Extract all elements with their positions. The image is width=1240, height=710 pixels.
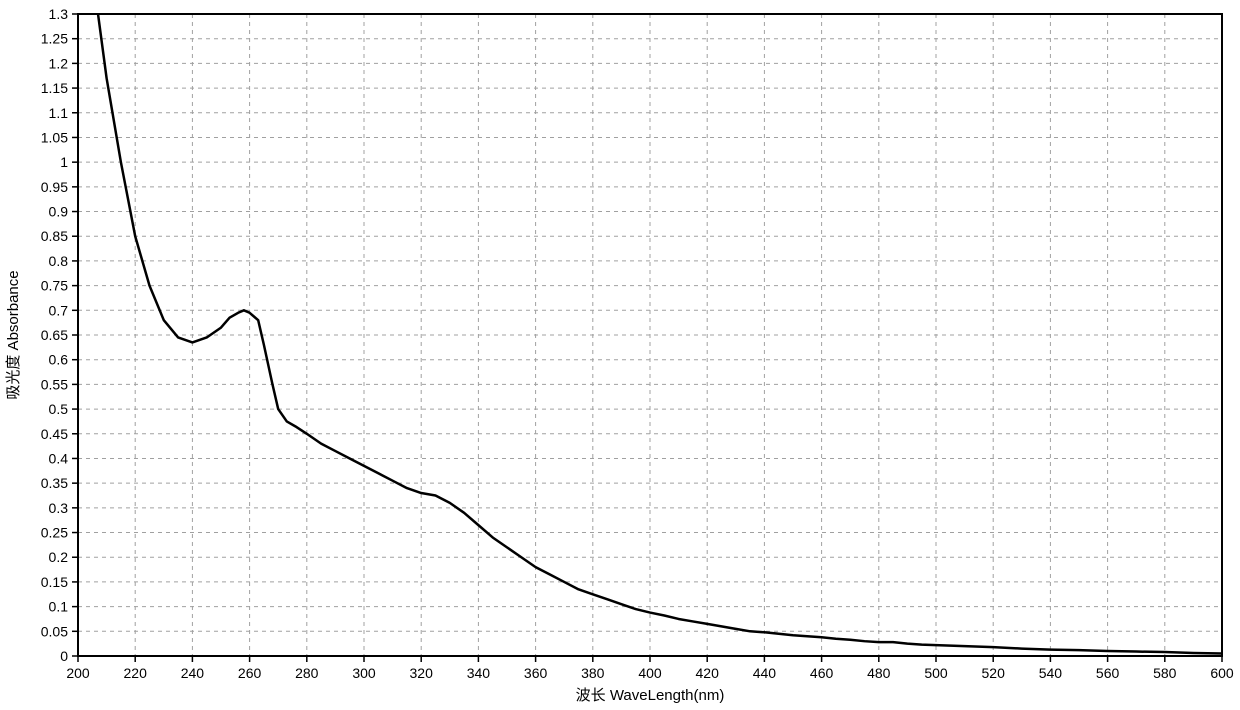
x-axis-title: 波长 WaveLength(nm) xyxy=(576,687,725,704)
y-tick-label: 0.2 xyxy=(49,549,69,565)
y-tick-label: 0.8 xyxy=(49,253,69,269)
spectrum-chart: 200 220 240 260 280 300 320 340 360 380 400 420 440 4… xyxy=(0,0,1240,710)
y-tick-label: 0.6 xyxy=(49,352,69,368)
y-tick-label: 0.75 xyxy=(41,278,68,294)
chart-svg: 200 220 240 260 280 300 320 340 360 380 400 420 440 4… xyxy=(0,0,1240,710)
y-tick-label: 0.7 xyxy=(49,302,69,318)
y-tick-label: 1 xyxy=(60,154,68,170)
x-tick-label: 360 xyxy=(524,665,548,681)
x-tick-label: 240 xyxy=(181,665,205,681)
x-tick-label: 580 xyxy=(1153,665,1177,681)
y-tick-label: 0.45 xyxy=(41,426,68,442)
x-tick-label: 320 xyxy=(410,665,434,681)
x-tick-label: 460 xyxy=(810,665,834,681)
y-tick-label: 0.5 xyxy=(49,401,69,417)
y-tick-label: 0.05 xyxy=(41,623,68,639)
x-tick-label: 300 xyxy=(352,665,376,681)
x-tick-label: 420 xyxy=(696,665,720,681)
y-axis-title: 吸光度 Absorbance xyxy=(5,270,22,399)
y-tick-label: 1.15 xyxy=(41,80,68,96)
spectrum-series xyxy=(92,0,1222,654)
x-tick-label: 260 xyxy=(238,665,262,681)
y-tick-label: 0.55 xyxy=(41,376,68,392)
x-tick-label: 500 xyxy=(924,665,948,681)
x-tick-label: 540 xyxy=(1039,665,1063,681)
y-tick-label: 1.2 xyxy=(49,55,69,71)
y-tick-label: 1.3 xyxy=(49,6,69,22)
y-tick-label: 0.95 xyxy=(41,179,68,195)
y-tick-label: 0.1 xyxy=(49,599,69,615)
x-tick-label: 400 xyxy=(638,665,662,681)
y-tick-label: 0.85 xyxy=(41,228,68,244)
x-tick-label: 600 xyxy=(1210,665,1234,681)
x-tick-label: 520 xyxy=(982,665,1006,681)
y-tick-label: 0.35 xyxy=(41,475,68,491)
x-tick-label: 480 xyxy=(867,665,891,681)
y-tick-label: 0.4 xyxy=(49,450,69,466)
x-tick-label: 440 xyxy=(753,665,777,681)
x-tick-label: 280 xyxy=(295,665,319,681)
x-tick-label: 380 xyxy=(581,665,605,681)
y-tick-label: 0 xyxy=(60,648,68,664)
y-tick-label: 0.3 xyxy=(49,500,69,516)
y-tick-label: 0.25 xyxy=(41,525,68,541)
y-tick-label: 0.9 xyxy=(49,204,69,220)
y-tick-label: 1.05 xyxy=(41,129,68,145)
x-tick-label: 220 xyxy=(124,665,148,681)
x-tick-label: 200 xyxy=(66,665,90,681)
y-tick-label: 0.65 xyxy=(41,327,68,343)
y-tick-label: 1.25 xyxy=(41,31,68,47)
x-tick-label: 560 xyxy=(1096,665,1120,681)
x-tick-label: 340 xyxy=(467,665,491,681)
y-tick-label: 1.1 xyxy=(49,105,69,121)
y-tick-label: 0.15 xyxy=(41,574,68,590)
